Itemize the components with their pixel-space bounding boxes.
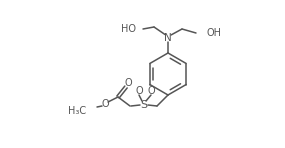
- Text: N: N: [164, 33, 172, 43]
- Text: O: O: [135, 86, 143, 96]
- Text: OH: OH: [207, 28, 222, 38]
- Text: S: S: [141, 100, 148, 110]
- Text: H₃C: H₃C: [68, 106, 86, 116]
- Text: O: O: [147, 86, 155, 96]
- Text: O: O: [124, 78, 132, 88]
- Text: O: O: [101, 99, 109, 109]
- Text: HO: HO: [121, 24, 136, 34]
